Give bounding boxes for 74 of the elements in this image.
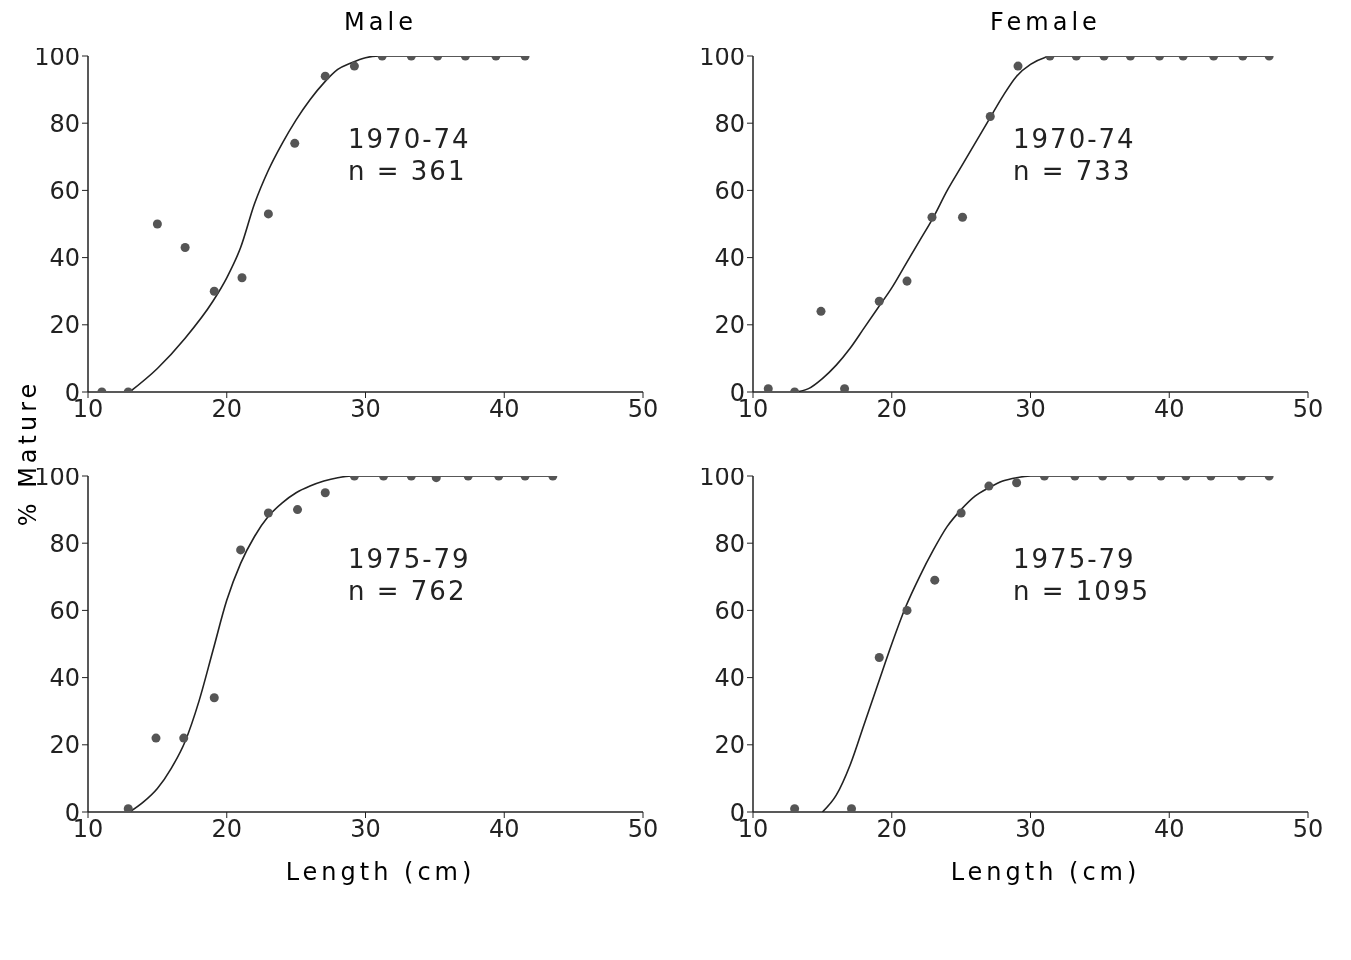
x-tick-label: 20 bbox=[876, 395, 908, 424]
point bbox=[431, 476, 441, 483]
annotation: 1970-74 bbox=[348, 123, 471, 155]
point bbox=[152, 219, 162, 229]
x-tick-label: 50 bbox=[627, 815, 659, 844]
annotation: n = 762 bbox=[348, 575, 468, 607]
point bbox=[874, 296, 884, 306]
point bbox=[816, 306, 826, 316]
annotation: 1970-74 bbox=[1013, 123, 1136, 155]
y-tick-label: 40 bbox=[714, 244, 745, 273]
point bbox=[1012, 478, 1022, 488]
x-tick-label: 40 bbox=[488, 395, 520, 424]
y-tick-label: 60 bbox=[49, 176, 80, 205]
y-tick-label: 20 bbox=[714, 311, 745, 340]
chart-title: Male bbox=[344, 8, 417, 36]
y-tick-label: 60 bbox=[714, 176, 745, 205]
annotation: 1975-79 bbox=[1013, 543, 1137, 575]
y-tick-label: 40 bbox=[714, 664, 745, 693]
point bbox=[236, 545, 246, 555]
point bbox=[209, 693, 219, 703]
x-tick-label: 30 bbox=[350, 815, 381, 844]
annotation: 1975-79 bbox=[348, 543, 471, 575]
point bbox=[237, 273, 247, 283]
annotation: n = 1095 bbox=[1013, 575, 1150, 607]
point bbox=[847, 804, 857, 812]
point bbox=[180, 243, 190, 253]
y-tick-label: 40 bbox=[49, 244, 80, 273]
y-tick-label: 40 bbox=[49, 664, 80, 693]
point bbox=[790, 804, 800, 812]
y-tick-label: 20 bbox=[714, 731, 745, 760]
y-tick-label: 80 bbox=[714, 109, 745, 138]
y-tick-label: 60 bbox=[49, 596, 80, 625]
x-tick-label: 20 bbox=[211, 815, 243, 844]
x-tick-label: 30 bbox=[1015, 815, 1046, 844]
x-tick-label: 40 bbox=[488, 815, 520, 844]
point bbox=[263, 508, 273, 518]
x-tick-label: 40 bbox=[1153, 815, 1185, 844]
point bbox=[290, 138, 300, 148]
x-tick-label: 30 bbox=[1015, 395, 1046, 424]
point bbox=[840, 384, 850, 392]
point bbox=[123, 804, 133, 812]
x-tick-label: 20 bbox=[211, 395, 243, 424]
point bbox=[956, 508, 966, 518]
point bbox=[927, 212, 937, 222]
point bbox=[902, 276, 912, 286]
y-tick-label: 60 bbox=[714, 596, 745, 625]
y-tick-label: 80 bbox=[49, 109, 80, 138]
x-tick-label: 50 bbox=[1292, 815, 1324, 844]
x-tick-label: 50 bbox=[627, 395, 659, 424]
point bbox=[179, 733, 189, 743]
y-tick-label: 20 bbox=[49, 311, 80, 340]
x-axis-title: Length (cm) bbox=[949, 858, 1142, 886]
annotation: n = 361 bbox=[348, 155, 468, 187]
x-tick-label: 30 bbox=[350, 395, 381, 424]
x-tick-label: 20 bbox=[876, 815, 908, 844]
point bbox=[293, 505, 303, 515]
point bbox=[263, 209, 273, 219]
y-tick-label: 20 bbox=[49, 731, 80, 760]
x-tick-label: 40 bbox=[1153, 395, 1185, 424]
point bbox=[151, 733, 161, 743]
point bbox=[984, 481, 994, 491]
point bbox=[763, 384, 773, 392]
point bbox=[320, 488, 330, 498]
point bbox=[958, 212, 968, 222]
point bbox=[902, 605, 912, 615]
chart-title: Female bbox=[990, 8, 1101, 36]
y-tick-label: 80 bbox=[49, 529, 80, 558]
y-tick-label: 80 bbox=[714, 529, 745, 558]
x-tick-label: 50 bbox=[1292, 395, 1324, 424]
annotation: n = 733 bbox=[1013, 155, 1133, 187]
x-axis-title: Length (cm) bbox=[284, 858, 477, 886]
point bbox=[209, 286, 219, 296]
point bbox=[930, 575, 940, 585]
point bbox=[874, 652, 884, 662]
